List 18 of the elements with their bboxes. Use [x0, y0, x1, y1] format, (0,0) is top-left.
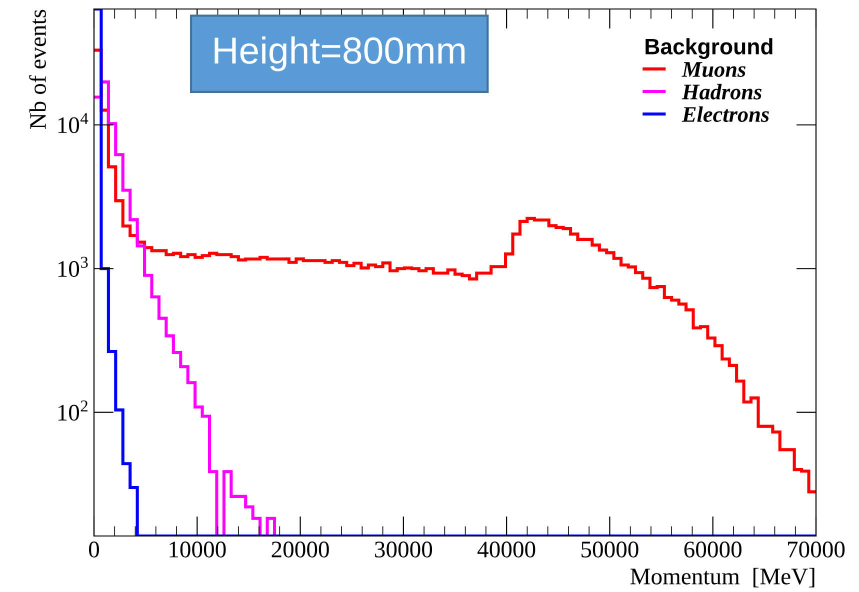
x-tick-label: 40000 — [478, 542, 536, 558]
legend-label: Electrons — [682, 106, 769, 122]
y-axis-title: Nb of events — [29, 10, 46, 129]
x-axis-title: Momentum [MeV] — [630, 568, 814, 588]
y-tick-label: 10$^{2}$ — [58, 400, 88, 421]
y-tick-label: 10$^{4}$ — [58, 113, 88, 134]
legend-title: Background — [646, 38, 772, 59]
x-tick-label: 60000 — [684, 542, 742, 558]
x-tick-label: 50000 — [582, 542, 638, 558]
x-tick-label: 30000 — [375, 542, 432, 558]
x-tick-label: 70000 — [788, 542, 845, 558]
y-tick-label: 10$^{3}$ — [58, 256, 88, 277]
x-tick-label: 10000 — [170, 542, 226, 558]
legend-label: Muons — [682, 62, 746, 77]
x-tick-label: 20000 — [272, 542, 329, 558]
legend-label: Hadrons — [682, 84, 762, 100]
x-tick-label: 0 — [88, 542, 100, 558]
annotation: Height=800mm — [214, 36, 465, 72]
